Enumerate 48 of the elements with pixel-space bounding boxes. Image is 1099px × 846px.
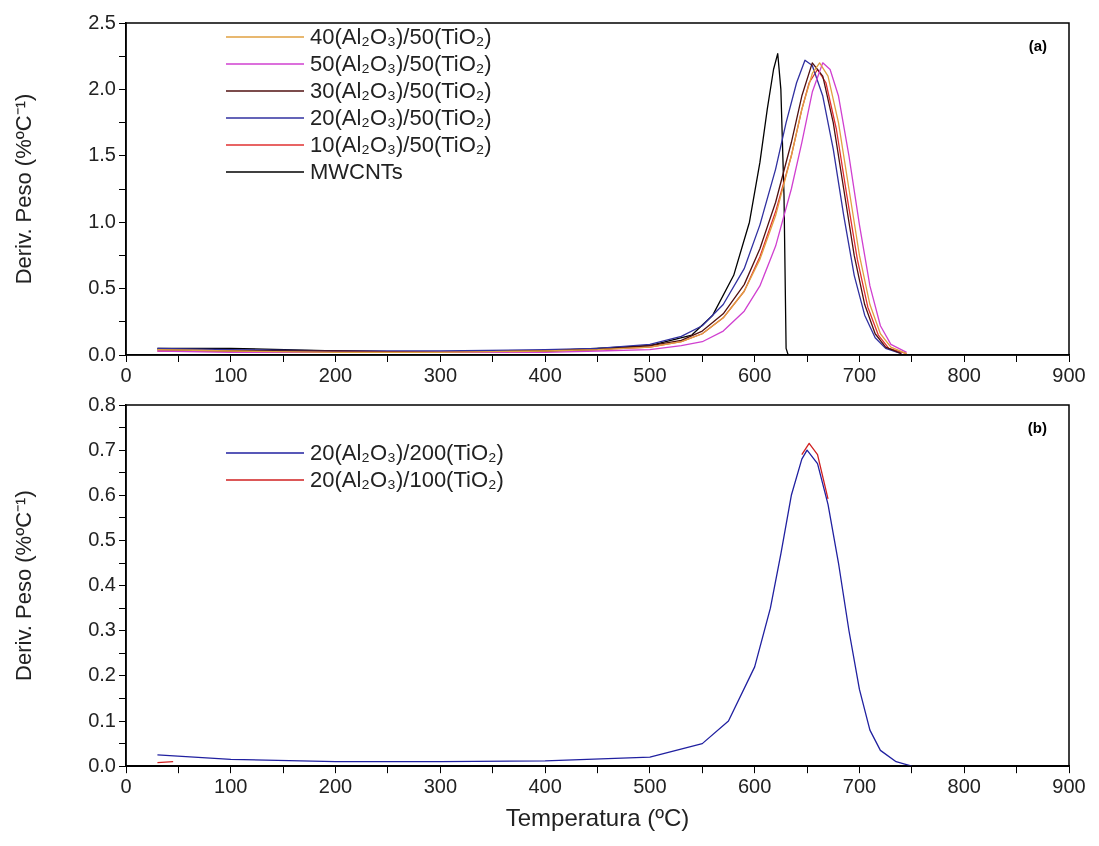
x-tick-label: 0 — [120, 363, 132, 386]
y-tick-label: 0.7 — [88, 437, 116, 460]
annotation: (a) — [1028, 36, 1047, 54]
y-tick-label: 0.4 — [88, 573, 116, 596]
legend-label: 20(Al₂O₃)/50(TiO₂) — [310, 105, 492, 131]
x-tick-label: 400 — [528, 363, 562, 386]
legend-label: 20(Al₂O₃)/200(TiO₂) — [310, 440, 504, 466]
legend-label: 10(Al₂O₃)/50(TiO₂) — [310, 132, 492, 158]
y-tick-label: 0.8 — [88, 392, 116, 415]
x-tick-label: 500 — [633, 363, 667, 386]
annotation: (b) — [1027, 418, 1047, 436]
x-tick-label: 700 — [842, 774, 877, 797]
x-tick-label: 900 — [1052, 363, 1086, 386]
x-tick-label: 300 — [423, 363, 458, 386]
x-tick-label: 800 — [947, 774, 981, 797]
x-tick-label: 200 — [318, 774, 353, 797]
legend-label: MWCNTs — [310, 159, 403, 185]
x-tick-label: 100 — [214, 774, 248, 797]
x-tick-label: 800 — [947, 363, 981, 386]
y-axis-title: Deriv. Peso (%ºC⁻¹) — [11, 490, 37, 681]
y-tick-label: 0.5 — [88, 527, 116, 550]
x-axis-title: Temperatura (ºC) — [505, 804, 690, 832]
y-axis-title: Deriv. Peso (%ºC⁻¹) — [11, 93, 37, 285]
y-tick-label: 0.2 — [88, 663, 116, 686]
x-tick-label: 700 — [842, 363, 877, 386]
x-tick-label: 600 — [737, 363, 772, 386]
x-tick-label: 0 — [120, 774, 132, 797]
x-tick-label: 200 — [318, 363, 353, 386]
y-tick-label: 0.0 — [88, 342, 116, 365]
y-tick-label: 0.6 — [88, 482, 116, 505]
y-tick-label: 2.0 — [88, 76, 116, 99]
y-tick-label: 1.0 — [88, 209, 116, 232]
x-tick-label: 300 — [423, 774, 458, 797]
x-tick-label: 400 — [528, 774, 562, 797]
x-tick-label: 100 — [214, 363, 248, 386]
y-tick-label: 0.3 — [88, 618, 116, 641]
y-tick-label: 0.5 — [88, 276, 116, 299]
legend-label: 30(Al₂O₃)/50(TiO₂) — [310, 78, 492, 104]
y-tick-label: 1.5 — [88, 143, 116, 166]
legend-label: 20(Al₂O₃)/100(TiO₂) — [310, 467, 504, 493]
y-tick-label: 0.1 — [88, 708, 116, 731]
y-tick-label: 0.0 — [88, 753, 116, 776]
x-tick-label: 900 — [1052, 774, 1086, 797]
legend-label: 40(Al₂O₃)/50(TiO₂) — [310, 24, 492, 50]
y-tick-label: 2.5 — [88, 10, 116, 33]
x-tick-label: 500 — [633, 774, 667, 797]
x-tick-label: 600 — [737, 774, 772, 797]
legend-label: 50(Al₂O₃)/50(TiO₂) — [310, 51, 492, 77]
